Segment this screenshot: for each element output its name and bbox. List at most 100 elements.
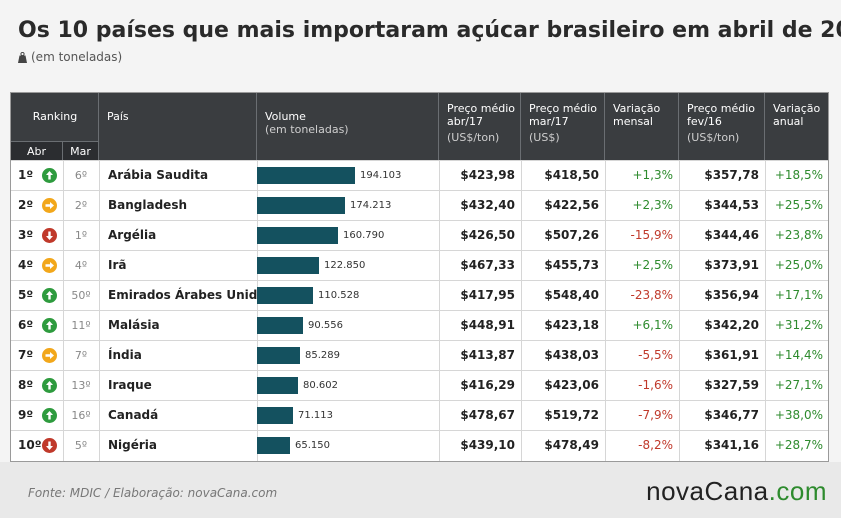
table-row: 3º 1º Argélia 160.790 $426,50 $507,26 -15,9% $3… — [11, 220, 828, 249]
header-var-mensal-l1: Variação — [613, 102, 661, 115]
country-name: Irã — [108, 258, 127, 272]
volume-bar — [257, 197, 345, 214]
rank-abr: 6º — [18, 318, 34, 332]
arrow-right-icon — [42, 198, 57, 213]
logo-suffix: .com — [768, 476, 827, 506]
preco-abr: $478,67 — [460, 408, 515, 422]
volume-bar — [257, 377, 298, 394]
rank-mar: 11º — [71, 319, 91, 332]
preco-fev: $344,53 — [704, 198, 759, 212]
preco-mar: $423,06 — [544, 378, 599, 392]
var-anual: +25,0% — [774, 258, 823, 272]
var-mensal: -5,5% — [638, 348, 673, 362]
header-volume-label: Volume — [265, 110, 306, 123]
table-row: 2º 2º Bangladesh 174.213 $432,40 $422,56 +2,3%… — [11, 190, 828, 219]
header-preco-mar-l2: mar/17 — [529, 115, 569, 128]
country-name: Argélia — [108, 228, 157, 242]
preco-abr: $448,91 — [460, 318, 515, 332]
volume-label: 80.602 — [303, 380, 338, 391]
arrow-up-icon — [42, 168, 57, 183]
arrow-down-icon — [42, 228, 57, 243]
preco-fev: $346,77 — [704, 408, 759, 422]
var-anual: +38,0% — [774, 408, 823, 422]
preco-mar: $478,49 — [544, 438, 599, 452]
header-volume: Volume (em toneladas) — [257, 93, 439, 160]
country-name: Bangladesh — [108, 198, 188, 212]
table-row: 5º 50º Emirados Árabes Unidos 110.528 $417,9… — [11, 280, 828, 309]
var-mensal: -15,9% — [630, 228, 673, 242]
preco-fev: $357,78 — [704, 168, 759, 182]
arrow-right-icon — [42, 348, 57, 363]
rank-abr: 9º — [18, 408, 34, 422]
volume-bar — [257, 287, 313, 304]
var-mensal: +2,5% — [632, 258, 673, 272]
volume-bar — [257, 317, 303, 334]
arrow-down-icon — [42, 438, 57, 453]
var-mensal: -7,9% — [638, 408, 673, 422]
preco-abr: $432,40 — [460, 198, 515, 212]
preco-mar: $519,72 — [544, 408, 599, 422]
preco-abr: $439,10 — [460, 438, 515, 452]
preco-mar: $438,03 — [544, 348, 599, 362]
country-name: Malásia — [108, 318, 160, 332]
table-row: 10º 5º Nigéria 65.150 $439,10 $478,49 -8,2% $34… — [11, 430, 828, 459]
volume-label: 122.850 — [324, 260, 366, 271]
header-var-mensal-l2: mensal — [613, 115, 653, 128]
table-row: 9º 16º Canadá 71.113 $478,67 $519,72 -7,9% $346… — [11, 400, 828, 429]
var-mensal: +2,3% — [632, 198, 673, 212]
rank-abr: 4º — [18, 258, 34, 272]
header-preco-mar-l1: Preço médio — [529, 102, 598, 115]
country-name: Índia — [108, 348, 142, 362]
header-var-anual-l1: Variação — [773, 102, 821, 115]
rank-abr: 3º — [18, 228, 34, 242]
rank-mar: 6º — [74, 169, 88, 182]
header-abr: Abr — [11, 141, 63, 160]
country-name: Arábia Saudita — [108, 168, 209, 182]
volume-label: 174.213 — [350, 200, 392, 211]
arrow-up-icon — [42, 318, 57, 333]
rank-mar: 4º — [74, 259, 88, 272]
table-header: Ranking Abr Mar País Volume (em tonelada… — [11, 93, 828, 160]
rank-mar: 7º — [74, 349, 88, 362]
volume-bar — [257, 167, 355, 184]
header-ranking: Ranking Abr Mar — [11, 93, 99, 160]
var-anual: +23,8% — [774, 228, 823, 242]
table-row: 4º 4º Irã 122.850 $467,33 $455,73 +2,5% $373,91… — [11, 250, 828, 279]
table-row: 1º 6º Arábia Saudita 194.103 $423,98 $418,50 +… — [11, 160, 828, 189]
rank-abr: 2º — [18, 198, 34, 212]
country-name: Canadá — [108, 408, 159, 422]
header-preco-mar-sub: (US$) — [529, 131, 560, 144]
preco-fev: $373,91 — [704, 258, 759, 272]
preco-abr: $467,33 — [460, 258, 515, 272]
rank-mar: 5º — [74, 439, 88, 452]
preco-abr: $417,95 — [460, 288, 515, 302]
var-mensal: -23,8% — [630, 288, 673, 302]
preco-fev: $344,46 — [704, 228, 759, 242]
preco-fev: $342,20 — [704, 318, 759, 332]
volume-label: 90.556 — [308, 320, 343, 331]
source-note: Fonte: MDIC / Elaboração: novaCana.com — [28, 486, 278, 500]
volume-bar — [257, 407, 293, 424]
header-preco-abr-l2: abr/17 — [447, 115, 483, 128]
preco-mar: $548,40 — [544, 288, 599, 302]
country-name: Nigéria — [108, 438, 158, 452]
table-row: 8º 13º Iraque 80.602 $416,29 $423,06 -1,6% $327… — [11, 370, 828, 399]
rank-abr: 1º — [18, 168, 34, 182]
volume-bar — [257, 347, 300, 364]
var-anual: +25,5% — [774, 198, 823, 212]
header-var-anual: Variação anual — [765, 93, 829, 160]
preco-abr: $416,29 — [460, 378, 515, 392]
header-preco-mar: Preço médio mar/17 (US$) — [521, 93, 605, 160]
header-preco-abr: Preço médio abr/17 (US$/ton) — [439, 93, 521, 160]
rank-abr: 7º — [18, 348, 34, 362]
header-preco-fev: Preço médio fev/16 (US$/ton) — [679, 93, 765, 160]
header-preco-fev-sub: (US$/ton) — [687, 131, 740, 144]
footer: Fonte: MDIC / Elaboração: novaCana.com n… — [0, 462, 841, 518]
preco-mar: $422,56 — [544, 198, 599, 212]
volume-label: 65.150 — [295, 440, 330, 451]
volume-label: 194.103 — [360, 170, 402, 181]
header-mar: Mar — [63, 141, 98, 160]
var-anual: +28,7% — [774, 438, 823, 452]
page-title: Os 10 países que mais importaram açúcar … — [18, 18, 841, 43]
header-preco-fev-l1: Preço médio — [687, 102, 756, 115]
